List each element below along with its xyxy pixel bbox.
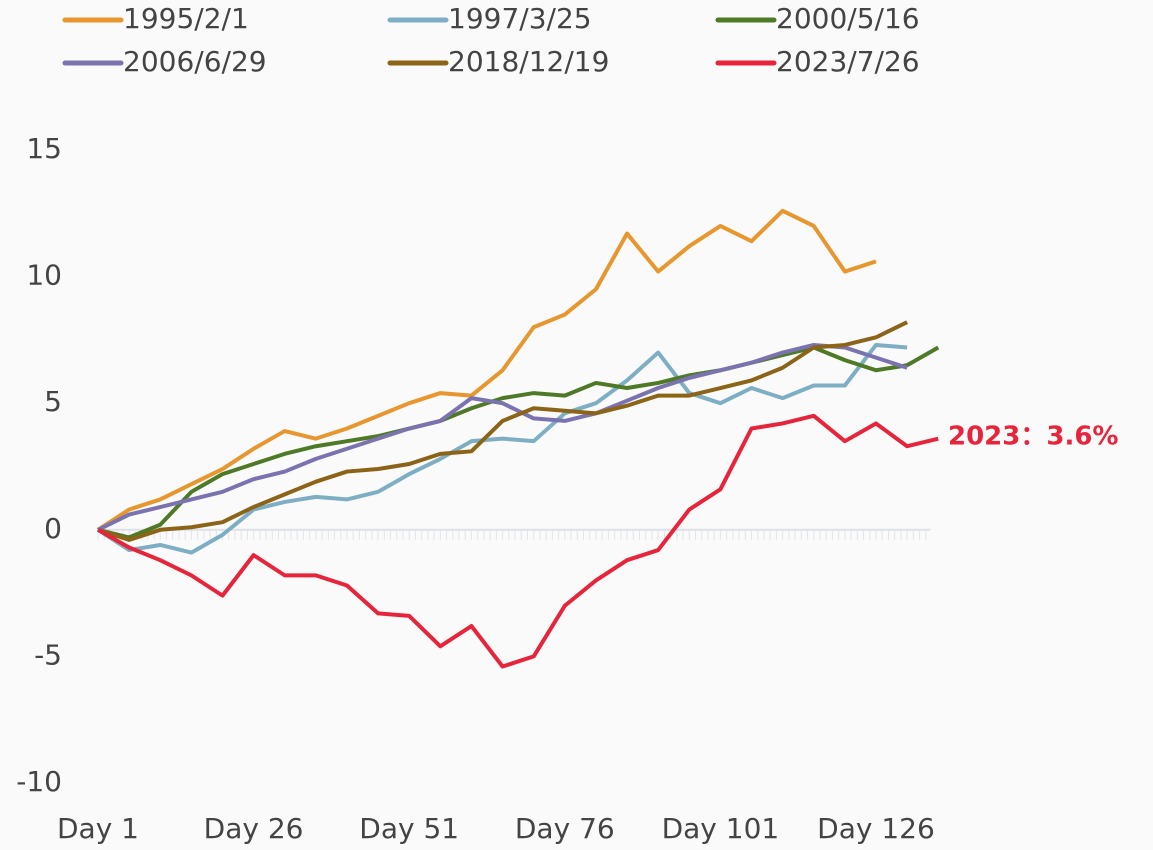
series-line <box>97 320 908 542</box>
y-tick-label: -10 <box>16 765 62 798</box>
legend-label: 1995/2/1 <box>123 2 249 35</box>
legend-label: 2018/12/19 <box>448 45 609 78</box>
y-tick-label: 15 <box>26 132 62 165</box>
legend-label: 2006/6/29 <box>123 45 267 78</box>
x-tick-label: Day 76 <box>515 812 615 845</box>
series-line <box>97 342 908 532</box>
series-line <box>97 413 939 669</box>
y-tick-label: 0 <box>44 512 62 545</box>
y-tick-label: -5 <box>34 638 62 671</box>
series-line <box>96 342 908 555</box>
legend-label: 1997/3/25 <box>448 2 592 35</box>
series-line <box>97 345 940 540</box>
y-tick-label: 5 <box>44 385 62 418</box>
legend-label: 2023/7/26 <box>776 45 920 78</box>
x-tick-label: Day 126 <box>817 812 935 845</box>
series-line <box>96 208 877 532</box>
legend-label: 2000/5/16 <box>776 2 920 35</box>
annotation: 2023：3.6% <box>948 422 1118 452</box>
x-tick-label: Day 101 <box>662 812 780 845</box>
y-tick-label: 10 <box>26 259 62 292</box>
x-tick-label: Day 1 <box>57 812 139 845</box>
x-tick-label: Day 26 <box>204 812 304 845</box>
x-tick-label: Day 51 <box>359 812 459 845</box>
